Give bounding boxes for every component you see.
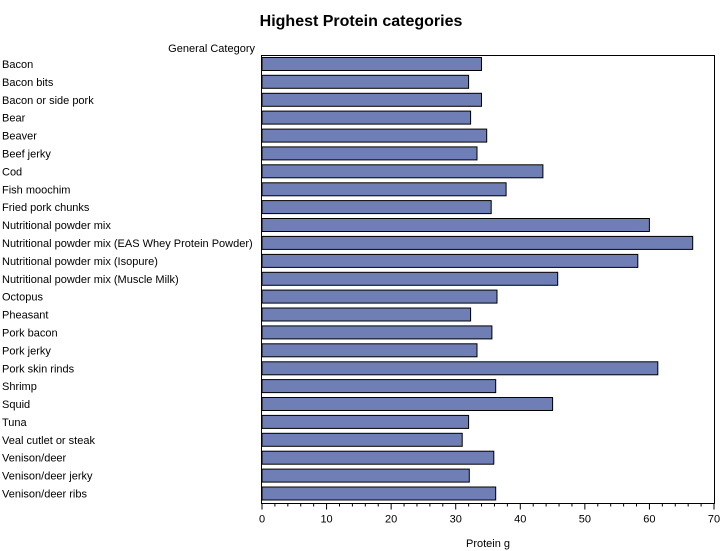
bar	[261, 450, 495, 465]
category-label: Nutritional powder mix (Muscle Milk)	[2, 274, 179, 286]
category-label: Pork jerky	[2, 345, 51, 357]
x-tick-label: 20	[385, 514, 397, 526]
bar	[261, 486, 497, 501]
category-label: Squid	[2, 399, 30, 411]
bar	[261, 361, 659, 376]
bar	[261, 379, 497, 394]
category-label: Venison/deer	[2, 453, 67, 465]
bar	[261, 307, 472, 322]
bar	[261, 218, 650, 232]
category-label: Nutritional powder mix (Isopure)	[2, 256, 158, 268]
plot-frame	[261, 55, 715, 504]
category-label: Beaver	[2, 131, 37, 143]
x-tick-label: 50	[579, 514, 591, 526]
category-label: Venison/deer ribs	[2, 489, 87, 501]
category-label: Octopus	[2, 292, 43, 304]
chart-title: Highest Protein categories	[260, 13, 463, 30]
bar	[261, 235, 694, 250]
category-label: Cod	[2, 166, 22, 178]
bar	[261, 74, 470, 89]
x-tick-label: 60	[643, 514, 655, 526]
category-label: Pheasant	[2, 310, 48, 322]
category-label: Fried pork chunks	[2, 202, 90, 214]
category-label: Venison/deer jerky	[2, 471, 93, 483]
x-tick-label: 30	[450, 514, 462, 526]
category-label: Beef jerky	[2, 148, 51, 160]
bar	[261, 146, 478, 161]
bar	[261, 200, 492, 215]
bar	[261, 397, 554, 411]
category-label: Veal cutlet or steak	[2, 435, 95, 447]
category-label: Bacon	[2, 59, 33, 71]
x-tick-label: 10	[320, 514, 332, 526]
category-label: Pork bacon	[2, 327, 58, 339]
bar	[261, 414, 470, 429]
x-tick-label: 40	[514, 514, 526, 526]
x-tick-label: 0	[259, 514, 265, 526]
category-label: Pork skin rinds	[2, 363, 75, 375]
bar	[261, 57, 482, 71]
category-label: Bear	[2, 113, 26, 125]
x-axis: 0 10 20 30 40 50 60 70	[259, 503, 720, 526]
bar	[261, 271, 559, 286]
category-axis-title: General Category	[168, 43, 255, 55]
category-label: Bacon or side pork	[2, 95, 94, 107]
bar	[261, 164, 544, 179]
bar	[261, 253, 639, 268]
category-label: Fish moochim	[2, 184, 70, 196]
bar	[261, 110, 472, 125]
category-labels: Bacon Bacon bits Bacon or side pork Bear Bea…	[2, 59, 253, 501]
x-tick-label: 70	[708, 514, 720, 526]
bar	[261, 92, 482, 107]
x-axis-title: Protein g	[466, 538, 510, 550]
category-label: Shrimp	[2, 381, 37, 393]
category-label: Nutritional powder mix	[2, 220, 111, 232]
bar	[261, 325, 493, 340]
category-label: Nutritional powder mix (EAS Whey Protein…	[2, 238, 253, 250]
bar	[261, 468, 470, 483]
bar	[261, 343, 478, 358]
category-label: Bacon bits	[2, 77, 54, 89]
bar	[261, 432, 463, 447]
category-label: Tuna	[2, 417, 28, 429]
bars-group	[261, 57, 694, 501]
bar	[261, 128, 488, 143]
bar	[261, 182, 507, 197]
bar	[261, 289, 498, 304]
